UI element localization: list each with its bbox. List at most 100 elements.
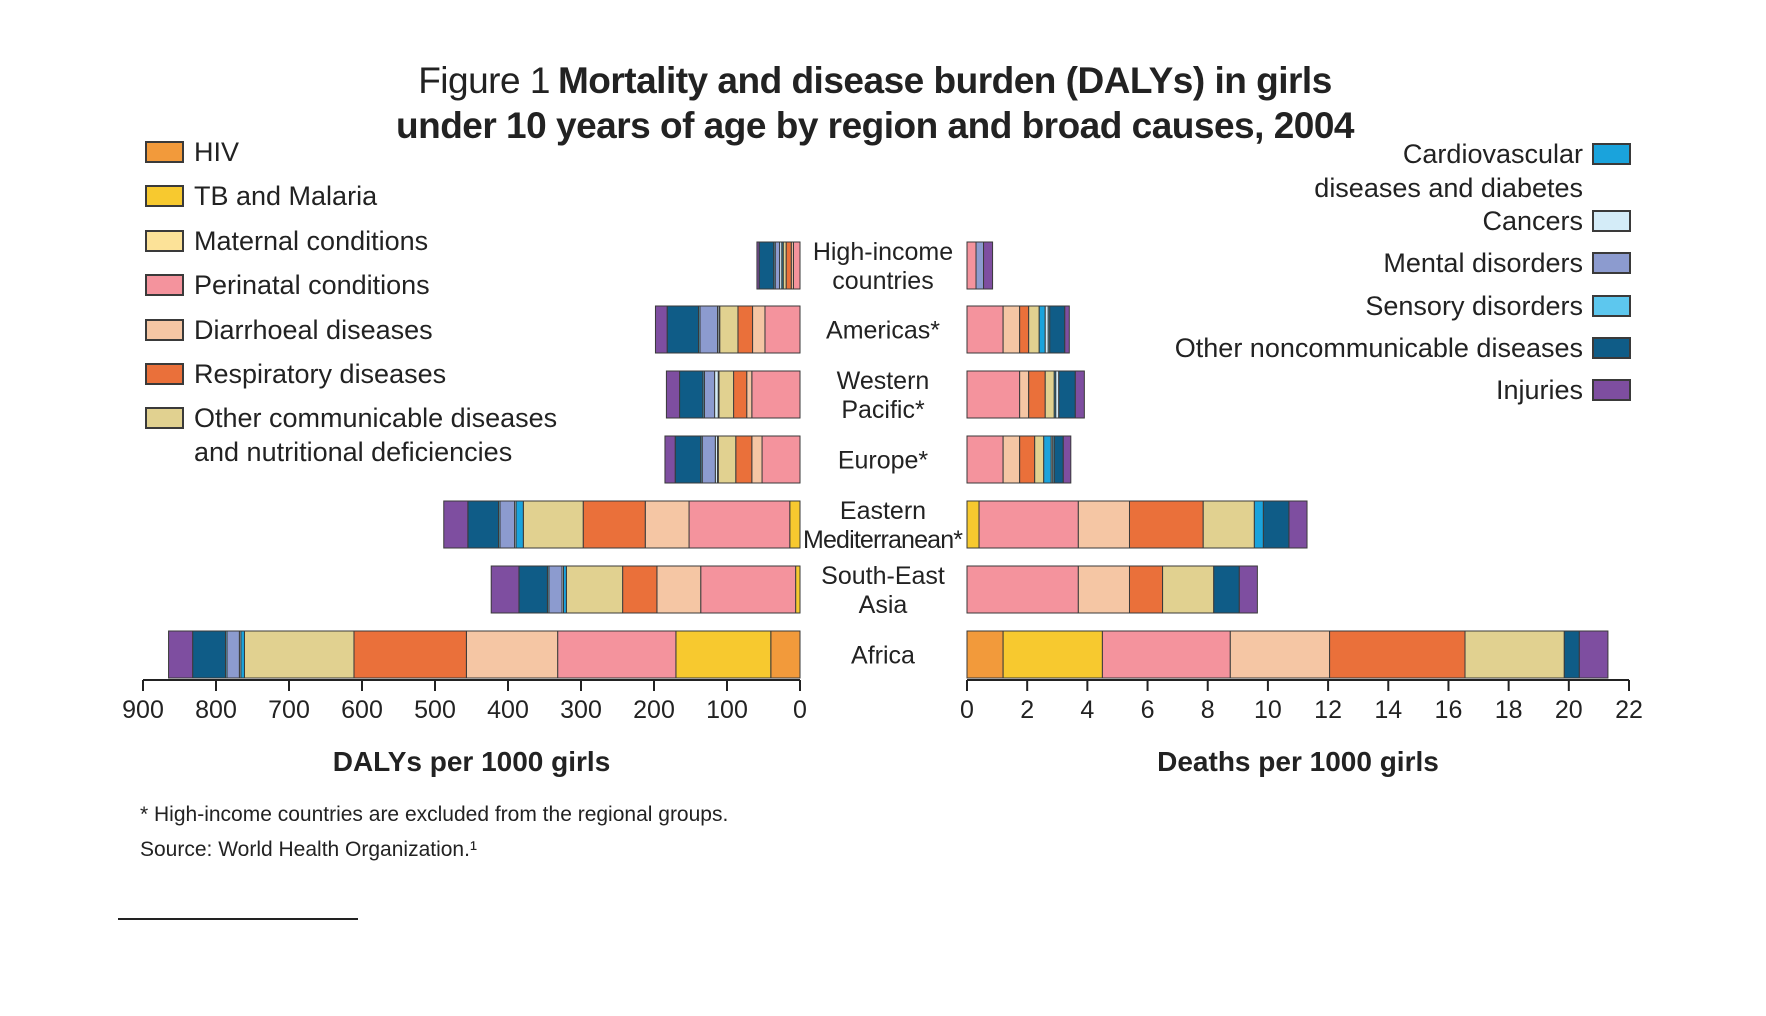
- dalys-bar-segment: [664, 435, 676, 484]
- deaths-axis-title: Deaths per 1000 girls: [1157, 746, 1439, 777]
- category-label: Western: [837, 367, 930, 395]
- dalys-bar-segment: [522, 500, 584, 549]
- legend-label: Other communicable diseases: [194, 403, 557, 433]
- legend-label: Injuries: [1496, 375, 1583, 405]
- dalys-bar-segment: [675, 630, 772, 679]
- deaths-bar-segment: [1262, 500, 1290, 549]
- footnote: * High-income countries are excluded fro…: [140, 803, 729, 826]
- category-label: Eastern: [840, 497, 926, 525]
- deaths-bar-segment: [978, 500, 1079, 549]
- dalys-bar-segment: [718, 370, 735, 419]
- deaths-bar-segment: [1563, 630, 1580, 679]
- legend-label: diseases and diabetes: [1314, 173, 1583, 203]
- legend-label: HIV: [194, 137, 239, 167]
- category-label: Americas*: [826, 317, 940, 345]
- dalys-bar-segment: [764, 305, 801, 354]
- deaths-bar-segment: [1288, 500, 1308, 549]
- deaths-bar-segment: [1038, 305, 1046, 354]
- dalys-bar-segment: [789, 500, 801, 549]
- dalys-bar-segment: [654, 305, 668, 354]
- deaths-bar-segment: [966, 435, 1004, 484]
- deaths-tick-label: 6: [1141, 696, 1155, 724]
- dalys-bar-segment: [714, 370, 719, 419]
- dalys-bar-segment: [674, 435, 702, 484]
- legend-swatch: [1592, 379, 1631, 401]
- legend-label: Cardiovascular: [1403, 139, 1583, 169]
- deaths-tick-label: 22: [1615, 696, 1643, 724]
- legend-swatch: [1592, 252, 1631, 274]
- deaths-bar-segment: [1049, 305, 1066, 354]
- legend-swatch: [145, 230, 184, 252]
- category-label: South-East: [821, 562, 945, 590]
- dalys-bar-segment: [557, 630, 677, 679]
- dalys-bar-segment: [644, 500, 690, 549]
- deaths-bar-segment: [1043, 435, 1052, 484]
- dalys-bar-segment: [737, 305, 754, 354]
- deaths-bar-segment: [966, 370, 1021, 419]
- dalys-bar-segment: [688, 500, 791, 549]
- dalys-bar-segment: [770, 630, 801, 679]
- deaths-bar-segment: [966, 241, 977, 290]
- dalys-bar-segment: [443, 500, 469, 549]
- legend-label: Cancers: [1482, 206, 1583, 236]
- dalys-bar-segment: [700, 565, 797, 614]
- legend-swatch: [145, 407, 184, 429]
- dalys-bar-segment: [226, 630, 240, 679]
- deaths-bar-segment: [1053, 435, 1064, 484]
- dalys-bar-segment: [679, 370, 704, 419]
- deaths-bar-segment: [1253, 500, 1264, 549]
- dalys-tick-label: 700: [268, 696, 310, 724]
- dalys-bar-segment: [795, 565, 801, 614]
- deaths-bar-segment: [1064, 305, 1070, 354]
- dalys-bar-segment: [774, 241, 781, 290]
- dalys-bar-segment: [666, 305, 700, 354]
- dalys-bar-segment: [622, 565, 658, 614]
- deaths-tick-label: 8: [1201, 696, 1215, 724]
- footnote-divider: [118, 918, 358, 920]
- legend-swatch: [1592, 210, 1631, 232]
- dalys-bar-segment: [490, 565, 520, 614]
- deaths-bar-segment: [1578, 630, 1609, 679]
- dalys-bar-segment: [565, 565, 624, 614]
- dalys-bar-segment: [168, 630, 194, 679]
- legend-label: Respiratory diseases: [194, 359, 446, 389]
- deaths-bar-segment: [1019, 370, 1030, 419]
- dalys-bar-segment: [499, 500, 516, 549]
- dalys-bar-segment: [701, 435, 716, 484]
- deaths-bar-segment: [1044, 370, 1055, 419]
- dalys-tick-label: 100: [706, 696, 748, 724]
- legend-swatch: [1592, 337, 1631, 359]
- dalys-bar-segment: [761, 435, 801, 484]
- deaths-bar-segment: [1329, 630, 1466, 679]
- dalys-bar-segment: [751, 370, 801, 419]
- deaths-tick-label: 16: [1435, 696, 1463, 724]
- dalys-bar-segment: [582, 500, 646, 549]
- deaths-bar-segment: [1028, 305, 1040, 354]
- dalys-bar-segment: [465, 630, 559, 679]
- dalys-bar-segment: [719, 305, 739, 354]
- category-label: Pacific*: [841, 396, 925, 424]
- dalys-bar-segment: [756, 241, 760, 290]
- dalys-tick-label: 500: [414, 696, 456, 724]
- legend-label: and nutritional deficiencies: [194, 437, 512, 467]
- dalys-tick-label: 300: [560, 696, 602, 724]
- deaths-bar-segment: [1002, 435, 1021, 484]
- deaths-bar-segment: [1002, 305, 1021, 354]
- dalys-bar-segment: [548, 565, 563, 614]
- dalys-bar-segment: [751, 435, 763, 484]
- category-label: Africa: [851, 642, 915, 670]
- legend-swatch: [145, 274, 184, 296]
- legend-swatch: [145, 319, 184, 341]
- legend-label: Other noncommunicable diseases: [1175, 333, 1583, 363]
- deaths-tick-label: 4: [1080, 696, 1094, 724]
- deaths-bar-segment: [983, 241, 994, 290]
- deaths-tick-label: 18: [1495, 696, 1523, 724]
- dalys-bar-segment: [240, 630, 245, 679]
- category-label: High-income: [813, 238, 953, 266]
- dalys-bar-segment: [515, 500, 524, 549]
- category-label: countries: [832, 267, 933, 295]
- dalys-bar-segment: [703, 370, 716, 419]
- deaths-tick-label: 12: [1314, 696, 1342, 724]
- legend-label: Maternal conditions: [194, 226, 428, 256]
